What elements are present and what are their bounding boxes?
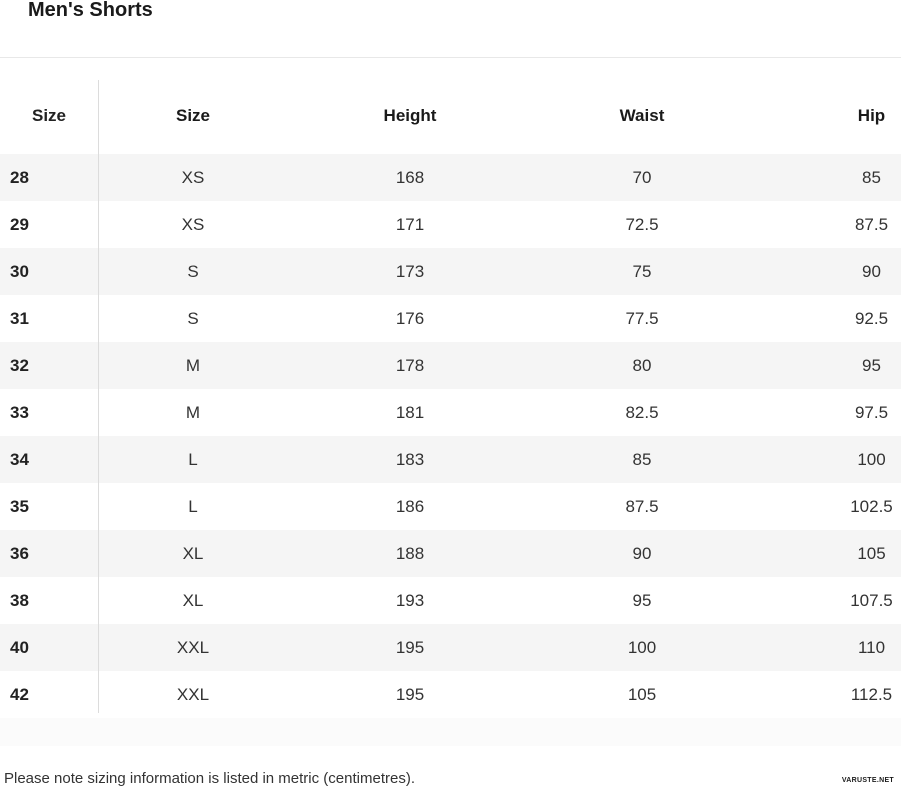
cell-size-numeric: 32 (10, 355, 29, 375)
cell-hip: 85 (862, 167, 881, 187)
cell-size-numeric: 30 (10, 261, 29, 281)
table-body: 28 XS 168 70 85 29 XS 171 72.5 87.5 30 S… (0, 154, 901, 718)
table-row: 42 XXL 195 105 112.5 (0, 671, 901, 718)
cell-size-numeric: 29 (10, 214, 29, 234)
cell-waist: 100 (627, 637, 657, 657)
cell-size-numeric: 33 (10, 402, 29, 422)
cell-height: 181 (395, 402, 425, 422)
cell-height: 186 (395, 496, 425, 516)
cell-size-numeric: 34 (10, 449, 29, 469)
cell-hip: 102.5 (850, 496, 893, 516)
cell-hip: 110 (857, 637, 886, 657)
table-row: 34 L 183 85 100 (0, 436, 901, 483)
table-row: 31 S 176 77.5 92.5 (0, 295, 901, 342)
cell-waist: 75 (632, 261, 652, 281)
cell-height: 173 (395, 261, 425, 281)
header-divider-line (0, 57, 901, 58)
table-row: 38 XL 193 95 107.5 (0, 577, 901, 624)
cell-waist: 72.5 (625, 214, 659, 234)
cell-size-letter: XXL (176, 637, 210, 657)
cell-hip: 105 (857, 543, 886, 563)
first-column-divider-line (98, 80, 99, 713)
cell-waist: 85 (632, 449, 652, 469)
cell-waist: 82.5 (625, 402, 659, 422)
page-title: Men's Shorts (28, 0, 153, 21)
table-row: 32 M 178 80 95 (0, 342, 901, 389)
cell-hip: 107.5 (850, 590, 893, 610)
cell-size-letter: M (185, 355, 201, 375)
cell-height: 193 (395, 590, 425, 610)
cell-waist: 90 (632, 543, 652, 563)
header-cell-hip: Hip (857, 106, 886, 125)
table-header-row: Size Size Height Waist Hip (0, 58, 901, 154)
cell-hip: 112.5 (850, 684, 893, 704)
cell-size-letter: XXL (176, 684, 210, 704)
cell-size-letter: XL (182, 543, 204, 563)
cell-waist: 87.5 (625, 496, 659, 516)
cell-size-numeric: 31 (10, 308, 29, 328)
table-row: 28 XS 168 70 85 (0, 154, 901, 201)
cell-size-letter: S (187, 261, 199, 281)
table-row: 35 L 186 87.5 102.5 (0, 483, 901, 530)
header-cell-height: Height (383, 106, 437, 125)
cell-size-numeric: 28 (10, 167, 29, 187)
cell-size-letter: XS (181, 214, 205, 234)
header-cell-size-numeric: Size (31, 106, 67, 125)
cell-hip: 97.5 (854, 402, 889, 422)
metric-note: Please note sizing information is listed… (4, 770, 415, 787)
cell-size-numeric: 40 (10, 637, 29, 657)
cell-waist: 105 (627, 684, 657, 704)
cell-size-letter: XS (181, 167, 205, 187)
cell-size-letter: L (188, 496, 198, 516)
cell-size-numeric: 38 (10, 590, 29, 610)
cell-hip: 90 (862, 261, 881, 281)
header-cell-size-letter: Size (175, 106, 211, 125)
header-cell-waist: Waist (619, 106, 665, 125)
cell-waist: 80 (632, 355, 652, 375)
cell-waist: 95 (632, 590, 652, 610)
cell-size-letter: L (188, 449, 198, 469)
cell-height: 183 (395, 449, 425, 469)
watermark: VARUSTE.NET (841, 777, 894, 784)
cell-size-numeric: 35 (10, 496, 29, 516)
cell-waist: 70 (632, 167, 652, 187)
cell-size-numeric: 42 (10, 684, 29, 704)
table-row: 33 M 181 82.5 97.5 (0, 389, 901, 436)
cell-waist: 77.5 (625, 308, 659, 328)
cell-height: 195 (395, 637, 425, 657)
cell-height: 188 (395, 543, 425, 563)
table-row: 40 XXL 195 100 110 (0, 624, 901, 671)
cell-size-numeric: 36 (10, 543, 29, 563)
cell-hip: 100 (857, 449, 886, 469)
table-row: 29 XS 171 72.5 87.5 (0, 201, 901, 248)
cell-hip: 87.5 (854, 214, 889, 234)
cell-size-letter: XL (182, 590, 204, 610)
cell-height: 195 (395, 684, 425, 704)
cell-height: 176 (395, 308, 425, 328)
cell-height: 171 (395, 214, 425, 234)
cell-size-letter: M (185, 402, 201, 422)
cell-height: 178 (395, 355, 425, 375)
cell-height: 168 (395, 167, 425, 187)
cell-hip: 92.5 (854, 308, 889, 328)
size-chart-table: Size Size Height Waist Hip 28 XS 168 70 … (0, 58, 901, 746)
table-row: 30 S 173 75 90 (0, 248, 901, 295)
cell-hip: 95 (862, 355, 881, 375)
table-row: 36 XL 188 90 105 (0, 530, 901, 577)
table-footer-band (0, 718, 901, 746)
cell-size-letter: S (187, 308, 199, 328)
